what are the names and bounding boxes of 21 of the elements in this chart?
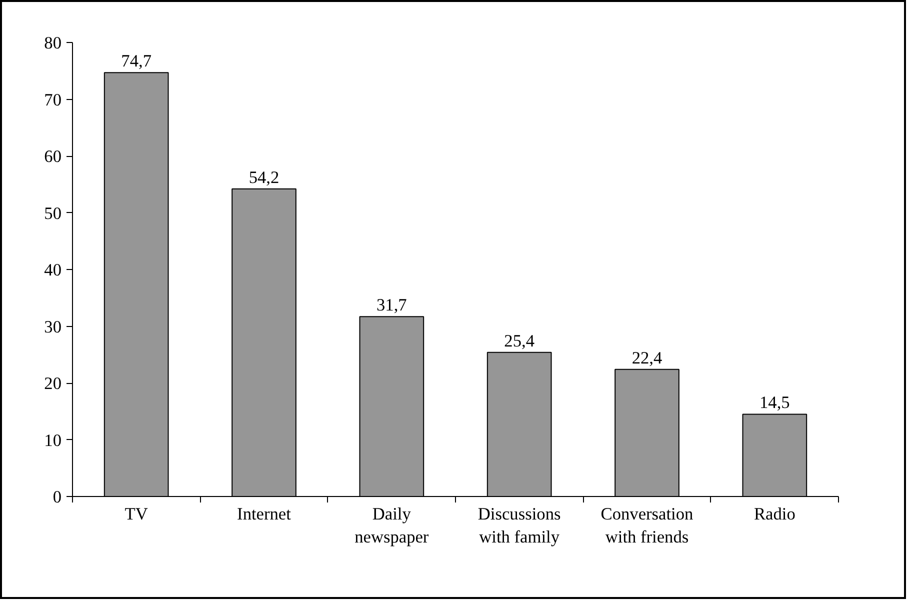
data-label: 14,5 <box>760 393 790 412</box>
x-tick-label: Radio <box>754 504 796 524</box>
data-label: 22,4 <box>632 348 662 368</box>
data-label: 74,7 <box>121 52 152 71</box>
y-tick-label: 20 <box>44 374 62 393</box>
data-label: 31,7 <box>376 296 408 315</box>
data-label: 25,4 <box>504 331 535 350</box>
y-tick-label: 50 <box>44 204 62 223</box>
y-tick-label: 0 <box>52 488 62 506</box>
x-tick-label: Internet <box>237 504 292 524</box>
x-tick-label: TV <box>124 504 148 524</box>
x-tick-label: Discussions with family <box>478 504 561 546</box>
y-tick-label: 80 <box>44 34 62 52</box>
y-tick-label: 40 <box>44 260 62 280</box>
x-tick-label: Conversation with friends <box>600 504 694 546</box>
data-label: 54,2 <box>248 168 280 187</box>
y-tick-label: 60 <box>44 147 62 166</box>
x-tick-label: Daily newspaper <box>354 504 429 546</box>
y-tick-label: 30 <box>44 317 62 336</box>
y-tick-label: 10 <box>44 430 62 450</box>
y-tick-label: 70 <box>44 90 62 110</box>
